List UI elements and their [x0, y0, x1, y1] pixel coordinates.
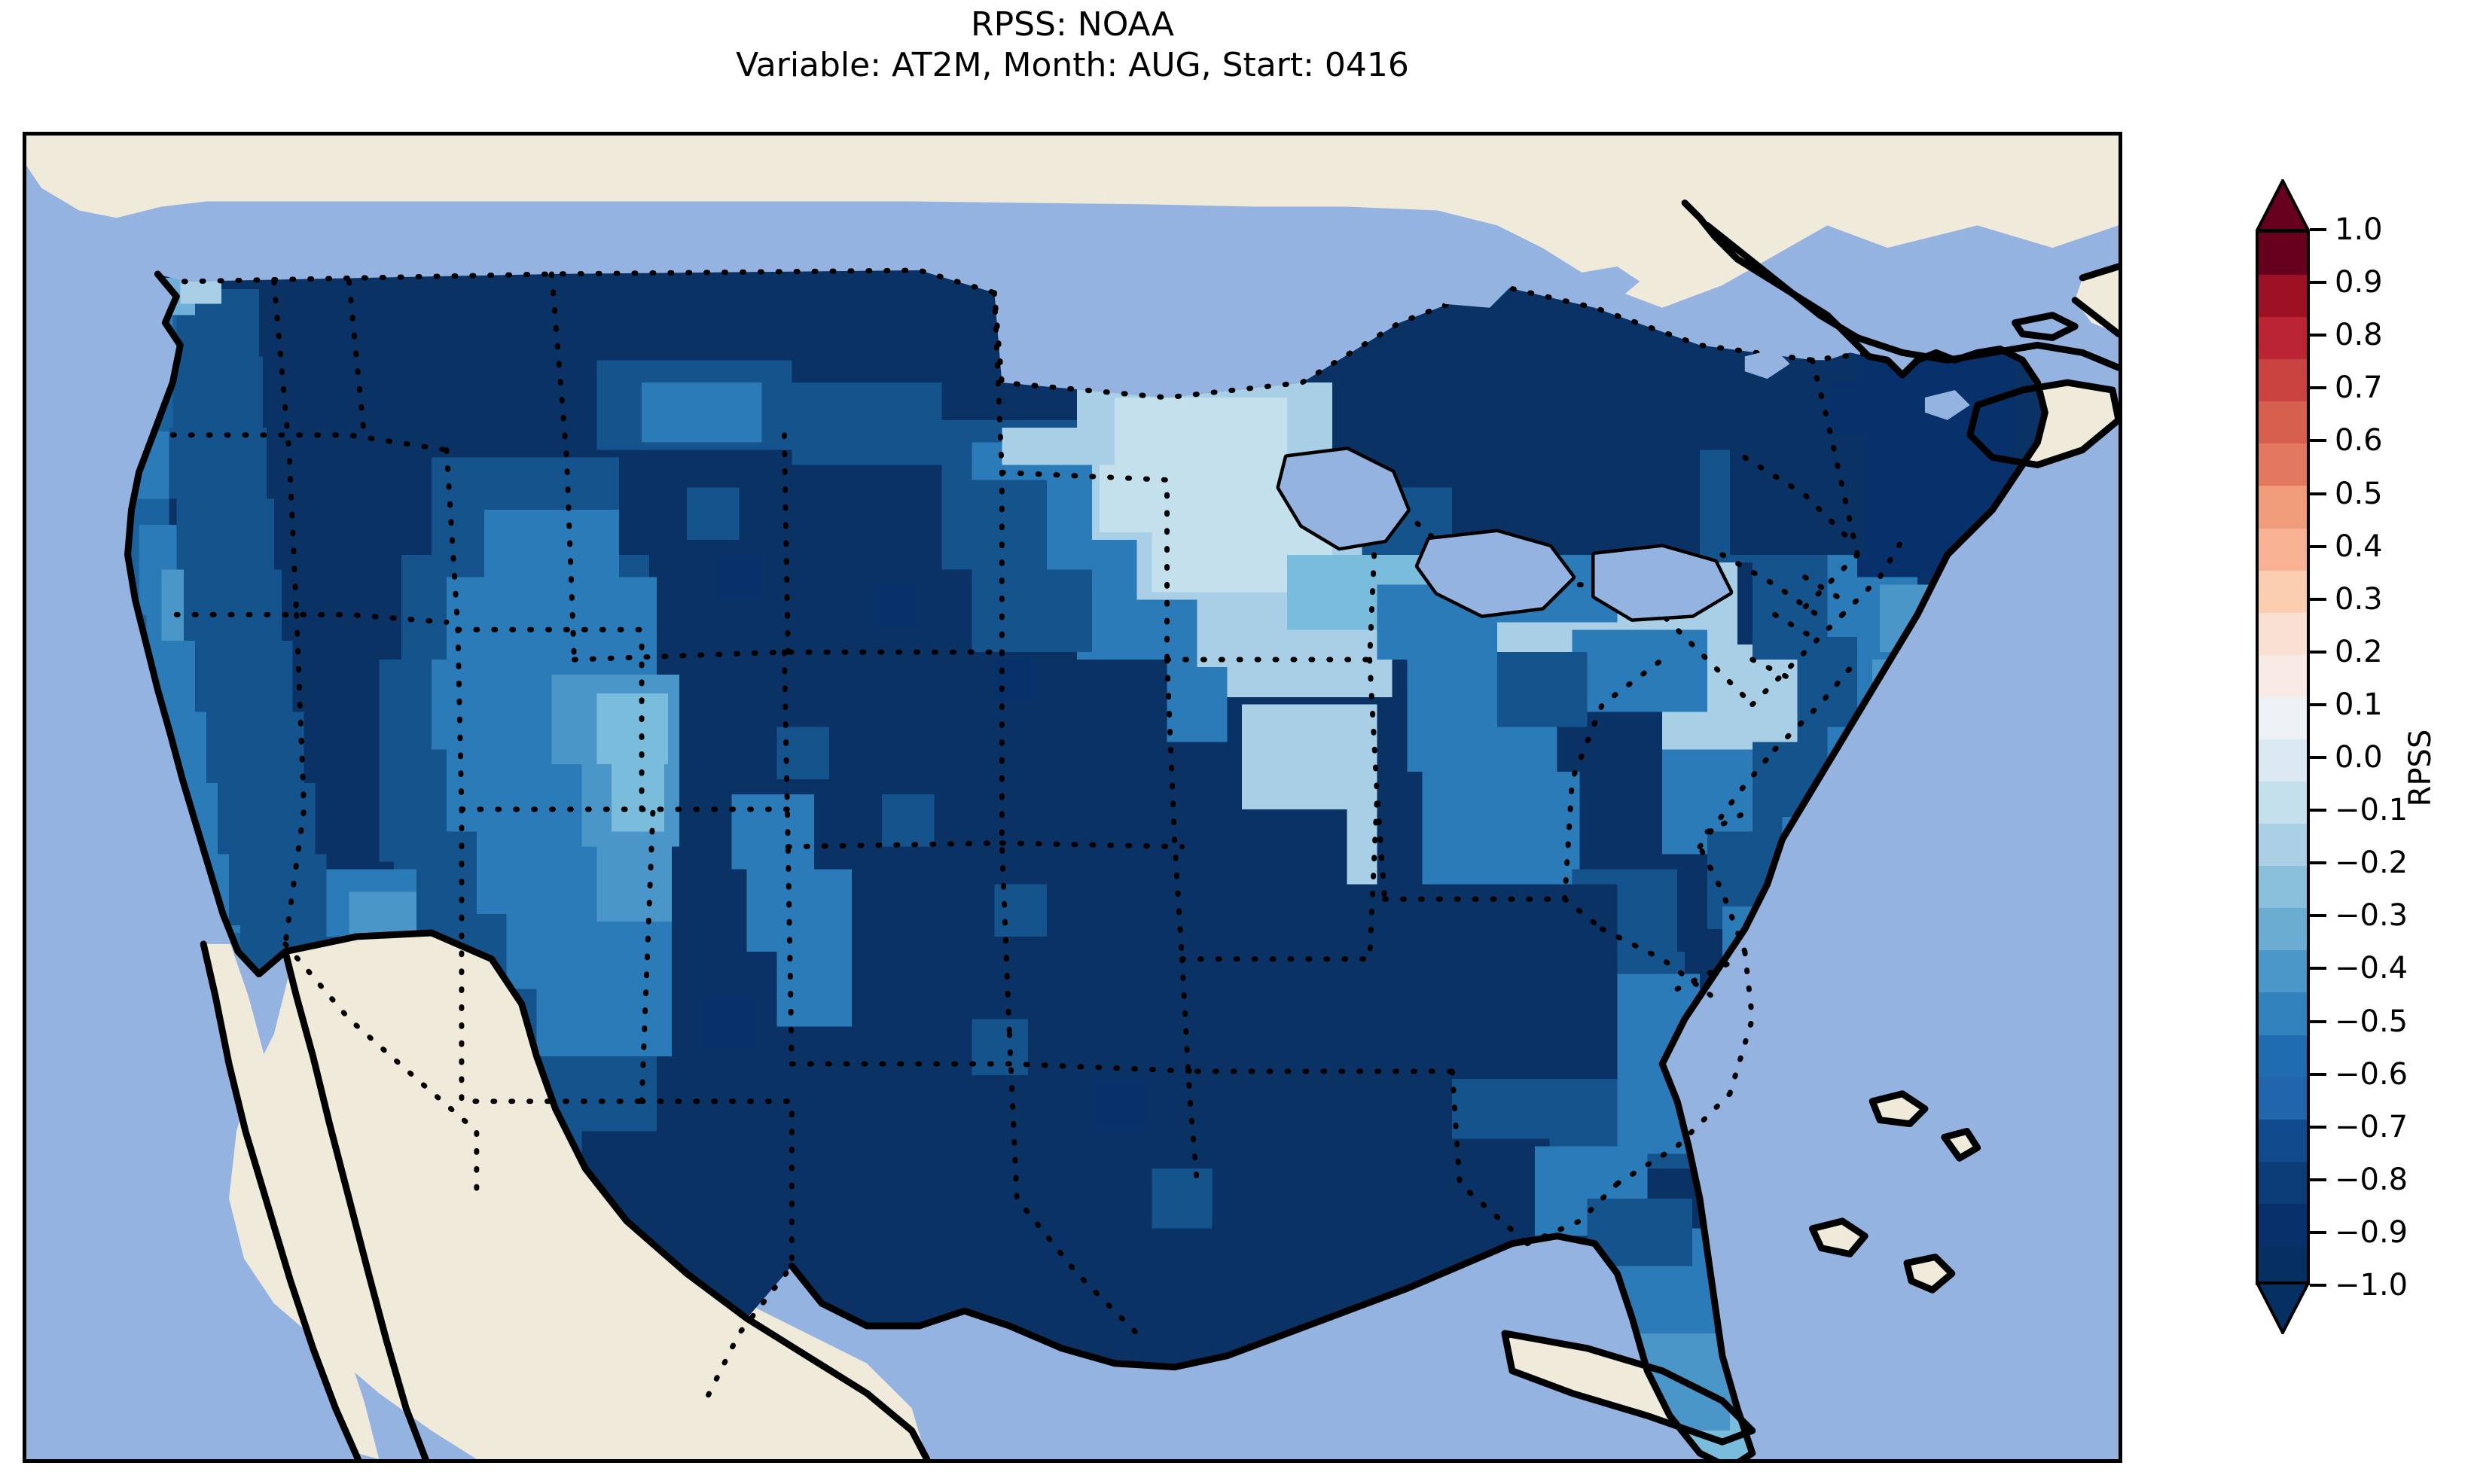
colorbar-tick-mark	[2310, 544, 2326, 548]
colorbar-segment	[2259, 486, 2307, 530]
chart-title-block: RPSS: NOAA Variable: AT2M, Month: AUG, S…	[0, 5, 2145, 85]
colorbar-segment	[2259, 1203, 2307, 1248]
colorbar-tick-mark	[2310, 967, 2326, 971]
colorbar-segment	[2259, 233, 2307, 276]
colorbar-tick-mark	[2310, 492, 2326, 495]
colorbar-segment	[2259, 528, 2307, 572]
colorbar[interactable]: 1.0 0.9 0.8 0.7 0.6 0.5 0.4 0.3 0.2 0.1 0.0 −0.1 −0.…	[2256, 120, 2474, 1400]
colorbar-segment	[2259, 1077, 2307, 1121]
colorbar-gradient[interactable]	[2256, 230, 2310, 1290]
colorbar-tick-mark	[2310, 650, 2326, 654]
colorbar-tick-label: 0.2	[2335, 634, 2383, 669]
colorbar-tick-label: 0.1	[2335, 687, 2383, 722]
colorbar-segment	[2259, 443, 2307, 488]
colorbar-tick-label: 0.8	[2335, 318, 2383, 353]
colorbar-tick-mark	[2310, 1230, 2326, 1234]
colorbar-segment	[2259, 570, 2307, 614]
colorbar-segment	[2259, 654, 2307, 699]
colorbar-segment	[2259, 275, 2307, 319]
colorbar-segment	[2259, 908, 2307, 952]
colorbar-tick-label: 0.9	[2335, 265, 2383, 300]
colorbar-tick-mark	[2310, 386, 2326, 390]
colorbar-tick-mark	[2310, 1284, 2326, 1287]
colorbar-tick-mark	[2310, 1178, 2326, 1181]
colorbar-tick-label: 1.0	[2335, 212, 2383, 247]
map-canvas[interactable]	[26, 136, 2119, 1459]
colorbar-tick-mark	[2310, 281, 2326, 285]
colorbar-segment	[2259, 1035, 2307, 1079]
colorbar-tick-label: −0.4	[2335, 951, 2408, 986]
colorbar-tick-label: −0.8	[2335, 1162, 2408, 1197]
colorbar-tick-label: −0.1	[2335, 793, 2408, 828]
colorbar-tick-label: −0.2	[2335, 846, 2408, 881]
colorbar-segment	[2259, 359, 2307, 404]
colorbar-tick-label: 0.0	[2335, 740, 2383, 775]
colorbar-tick-label: −0.3	[2335, 898, 2408, 934]
colorbar-tick-mark	[2310, 914, 2326, 918]
colorbar-extend-top-arrow	[2256, 179, 2310, 232]
colorbar-tick-label: −0.7	[2335, 1109, 2408, 1144]
colorbar-segment	[2259, 950, 2307, 995]
colorbar-tick-mark	[2310, 809, 2326, 812]
colorbar-tick-mark	[2310, 861, 2326, 865]
colorbar-segment	[2259, 696, 2307, 741]
colorbar-segment	[2259, 824, 2307, 868]
colorbar-tick-mark	[2310, 228, 2326, 231]
colorbar-tick-label: 0.4	[2335, 529, 2383, 564]
colorbar-axis-label: RPSS	[2403, 729, 2438, 807]
colorbar-tick-label: 0.3	[2335, 581, 2383, 617]
map-panel[interactable]	[23, 132, 2122, 1463]
colorbar-tick-label: −0.6	[2335, 1056, 2408, 1092]
colorbar-segment	[2259, 866, 2307, 910]
colorbar-segment	[2259, 782, 2307, 826]
colorbar-tick-mark	[2310, 1125, 2326, 1129]
colorbar-tick-label: −0.5	[2335, 1004, 2408, 1039]
colorbar-segment	[2259, 317, 2307, 361]
colorbar-segment	[2259, 1119, 2307, 1163]
colorbar-tick-mark	[2310, 334, 2326, 337]
colorbar-tick-label: −0.9	[2335, 1214, 2408, 1250]
colorbar-segment	[2259, 401, 2307, 446]
colorbar-tick-mark	[2310, 597, 2326, 601]
colorbar-tick-label: 0.6	[2335, 423, 2383, 459]
colorbar-tick-mark	[2310, 702, 2326, 706]
colorbar-segment	[2259, 1161, 2307, 1205]
colorbar-tick-label: −1.0	[2335, 1268, 2408, 1303]
title-line-2: Variable: AT2M, Month: AUG, Start: 0416	[736, 45, 1409, 84]
title-line-1: RPSS: NOAA	[971, 5, 1174, 44]
colorbar-tick-mark	[2310, 1072, 2326, 1076]
colorbar-extend-bottom-arrow	[2256, 1281, 2310, 1334]
colorbar-segment	[2259, 992, 2307, 1037]
colorbar-tick-label: 0.7	[2335, 370, 2383, 406]
lakes-layer	[1174, 263, 1970, 619]
colorbar-tick-label: 0.5	[2335, 476, 2383, 511]
coastline-layer	[124, 200, 2119, 1459]
colorbar-tick-mark	[2310, 439, 2326, 443]
colorbar-tick-mark	[2310, 756, 2326, 759]
colorbar-tick-mark	[2310, 1019, 2326, 1023]
colorbar-segment	[2259, 612, 2307, 657]
colorbar-segment	[2259, 739, 2307, 783]
state-borders-layer	[169, 267, 1905, 1411]
